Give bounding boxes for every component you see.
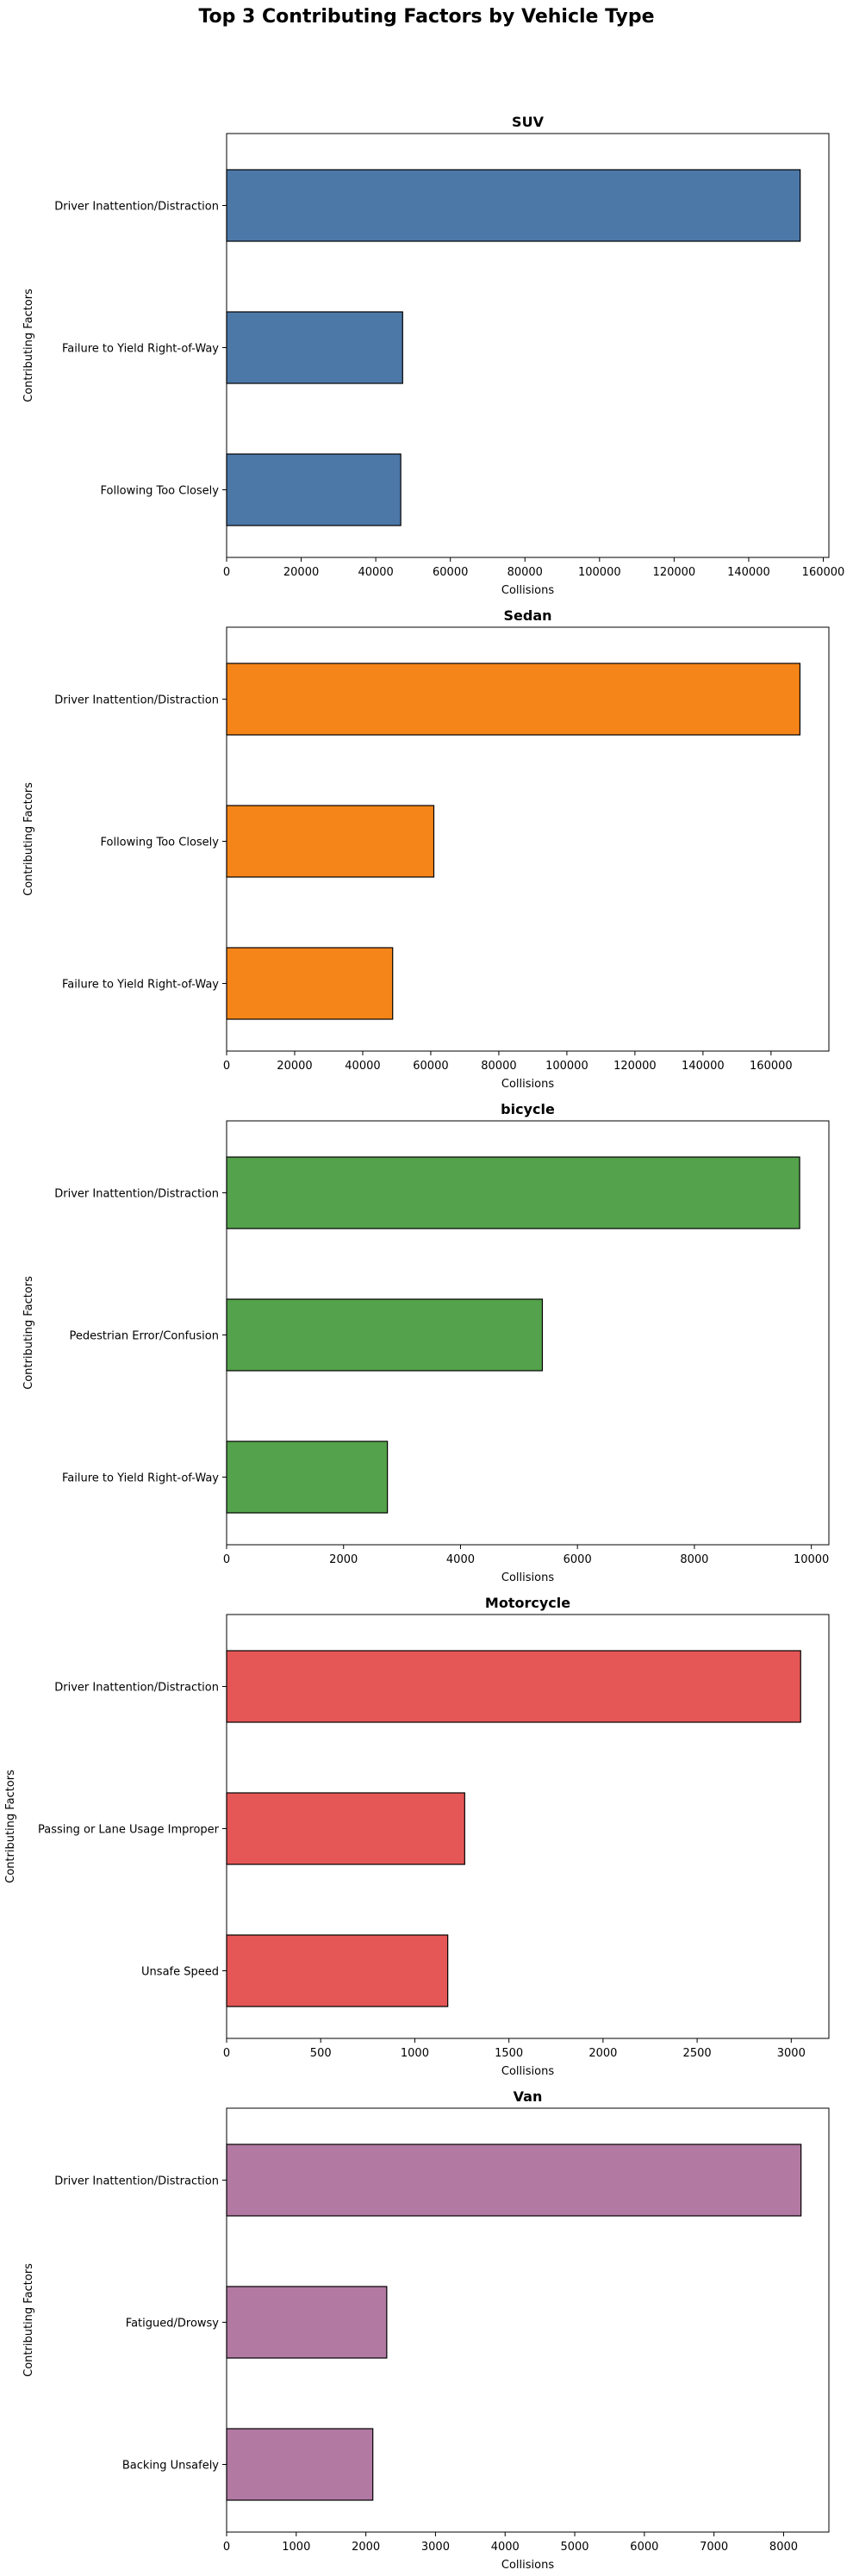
panel-title: Motorcycle	[485, 1595, 570, 1611]
x-axis-label: Collisions	[501, 584, 554, 597]
bar	[226, 169, 801, 242]
y-axis-label: Contributing Factors	[22, 2263, 35, 2377]
x-tick-label: 6000	[563, 1553, 592, 1566]
x-tick-label: 2000	[329, 1553, 358, 1566]
figure-title: Top 3 Contributing Factors by Vehicle Ty…	[198, 6, 654, 28]
bar	[226, 1650, 801, 1723]
x-tick-label: 80000	[481, 1060, 516, 1073]
y-tick-label: Driver Inattention/Distraction	[54, 2175, 219, 2188]
bar	[226, 1792, 465, 1865]
chart-panels: SUV Driver Inattention/Distraction Failure…	[4, 114, 844, 2572]
x-tick-label: 0	[223, 2541, 230, 2554]
x-tick-label: 7000	[700, 2541, 728, 2554]
chart-panel: SUV Driver Inattention/Distraction Failure…	[22, 114, 844, 597]
x-tick-label: 0	[223, 2047, 230, 2060]
x-tick-label: 0	[223, 1553, 230, 1566]
x-tick-label: 80000	[507, 566, 543, 579]
chart-panel: Van Driver Inattention/Distraction Fatigue…	[22, 2088, 830, 2572]
chart-panel: bicycle Driver Inattention/Distraction Ped…	[22, 1101, 830, 1584]
x-tick-label: 1000	[282, 2541, 310, 2554]
y-tick-label: Following Too Closely	[100, 485, 219, 498]
x-tick-label: 4000	[446, 1553, 475, 1566]
y-tick-label: Passing or Lane Usage Improper	[38, 1824, 220, 1837]
bar	[226, 2144, 802, 2217]
y-axis-label: Contributing Factors	[4, 1770, 17, 1883]
x-tick-label: 3000	[421, 2541, 450, 2554]
bar	[226, 947, 394, 1020]
panel-title: SUV	[512, 114, 545, 130]
axes-frame	[226, 133, 830, 558]
x-tick-label: 2000	[352, 2541, 380, 2554]
panel-title: Van	[514, 2088, 543, 2105]
bar	[226, 663, 801, 736]
x-tick-label: 8000	[769, 2541, 798, 2554]
bar	[226, 1298, 544, 1372]
y-tick-label: Following Too Closely	[100, 837, 219, 849]
x-tick-label: 100000	[545, 1060, 588, 1073]
x-tick-label: 4000	[491, 2541, 520, 2554]
axes-frame	[226, 2107, 830, 2533]
x-tick-label: 0	[223, 1060, 230, 1073]
x-tick-label: 500	[310, 2047, 332, 2060]
x-tick-label: 6000	[630, 2541, 658, 2554]
bar	[226, 1934, 449, 2007]
bar	[226, 1156, 800, 1229]
x-tick-label: 60000	[413, 1060, 448, 1073]
bar	[226, 2286, 388, 2359]
chart-panel: Sedan Driver Inattention/Distraction Follo…	[22, 607, 830, 1091]
x-axis-label: Collisions	[501, 2065, 554, 2078]
y-tick-label: Pedestrian Error/Confusion	[69, 1330, 219, 1343]
bar	[226, 453, 402, 526]
x-axis-label: Collisions	[501, 1571, 554, 1584]
axes-frame	[226, 1614, 830, 2039]
y-axis-label: Contributing Factors	[22, 289, 35, 402]
x-tick-label: 40000	[345, 1060, 380, 1073]
y-axis-label: Contributing Factors	[22, 782, 35, 896]
y-tick-label: Failure to Yield Right-of-Way	[62, 343, 219, 356]
axes-frame	[226, 626, 830, 1052]
x-axis-label: Collisions	[501, 2559, 554, 2572]
y-tick-label: Failure to Yield Right-of-Way	[62, 1472, 219, 1485]
x-tick-label: 8000	[680, 1553, 708, 1566]
bar	[226, 2428, 374, 2501]
y-axis-label: Contributing Factors	[22, 1276, 35, 1390]
x-tick-label: 20000	[277, 1060, 312, 1073]
x-tick-label: 10000	[794, 1553, 829, 1566]
bar	[226, 805, 435, 878]
x-tick-label: 140000	[727, 566, 770, 579]
panel-title: Sedan	[503, 607, 551, 624]
axes-frame	[226, 1120, 830, 1546]
panel-title: bicycle	[501, 1101, 555, 1117]
x-tick-label: 3000	[777, 2047, 806, 2060]
x-tick-label: 0	[223, 566, 230, 579]
x-tick-label: 60000	[433, 566, 468, 579]
y-tick-label: Driver Inattention/Distraction	[54, 201, 219, 214]
chart-panel: Motorcycle Driver Inattention/Distraction…	[4, 1595, 830, 2078]
bar	[226, 1440, 389, 1514]
y-tick-label: Fatigued/Drowsy	[126, 2318, 220, 2330]
y-tick-label: Unsafe Speed	[141, 1966, 219, 1979]
x-tick-label: 1500	[495, 2047, 523, 2060]
y-tick-label: Driver Inattention/Distraction	[54, 1682, 219, 1695]
y-tick-label: Driver Inattention/Distraction	[54, 1188, 219, 1201]
x-tick-label: 120000	[653, 566, 696, 579]
x-tick-label: 2500	[683, 2047, 712, 2060]
x-tick-label: 160000	[750, 1060, 793, 1073]
x-axis-label: Collisions	[501, 1078, 554, 1091]
x-tick-label: 20000	[283, 566, 319, 579]
bar	[226, 311, 403, 384]
x-tick-label: 1000	[401, 2047, 429, 2060]
y-tick-label: Failure to Yield Right-of-Way	[62, 979, 219, 992]
x-tick-label: 40000	[358, 566, 393, 579]
x-tick-label: 5000	[560, 2541, 588, 2554]
y-tick-label: Backing Unsafely	[122, 2460, 219, 2473]
y-tick-label: Driver Inattention/Distraction	[54, 694, 219, 707]
x-tick-label: 100000	[578, 566, 621, 579]
x-tick-label: 160000	[802, 566, 845, 579]
x-tick-label: 120000	[613, 1060, 657, 1073]
x-tick-label: 140000	[682, 1060, 725, 1073]
x-tick-label: 2000	[588, 2047, 617, 2060]
